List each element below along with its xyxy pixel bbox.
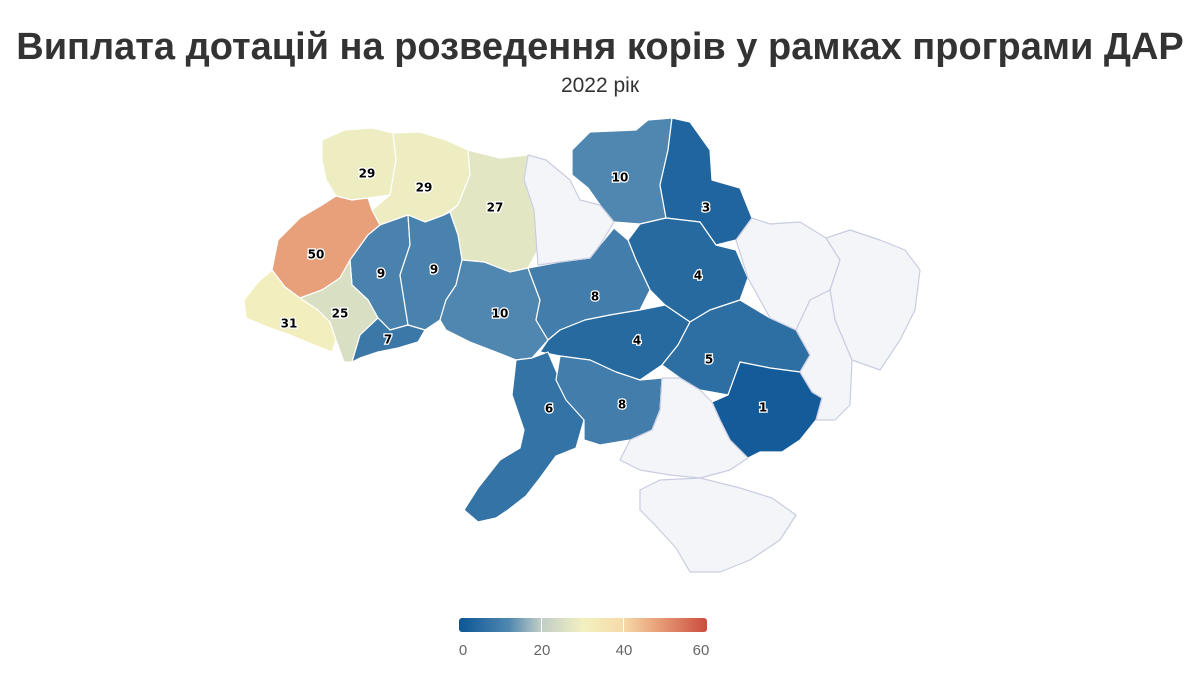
legend-label-0: 0 [458, 642, 468, 659]
region-label-kirovohrad: 4 [633, 334, 641, 348]
region-label-ternopil: 9 [377, 267, 385, 281]
region-kyiv [523, 154, 615, 266]
legend-color-bar [459, 618, 707, 632]
color-legend: 0 20 40 60 [459, 618, 709, 668]
region-label-volyn: 29 [359, 167, 376, 181]
legend-label-60: 60 [692, 642, 710, 659]
region-label-cherkasy: 8 [591, 290, 599, 304]
region-label-chernivtsi: 7 [384, 333, 392, 347]
region-label-rivne: 29 [416, 181, 433, 195]
region-ivano-frankivsk [299, 259, 379, 363]
region-label-mykolaiv: 8 [618, 398, 626, 412]
legend-label-20: 20 [533, 642, 551, 659]
region-label-chernihiv: 10 [612, 171, 629, 185]
region-chernivtsi [351, 317, 426, 363]
region-donetsk [795, 289, 853, 421]
region-zakarpattia [243, 269, 337, 353]
region-label-poltava: 4 [694, 269, 702, 283]
region-label-odesa: 6 [545, 402, 553, 416]
region-label-zakarpattia: 31 [281, 317, 298, 331]
region-label-zhytomyr: 27 [487, 201, 504, 215]
region-volyn [321, 127, 397, 201]
chart-title: Виплата дотацій на розведення корів у ра… [16, 26, 1184, 68]
chart-subtitle: 2022 рік [560, 74, 640, 97]
region-crimea [639, 477, 797, 573]
region-label-vinnytsia: 10 [492, 307, 509, 321]
region-label-dnipropetrovsk: 5 [705, 353, 713, 367]
region-label-zaporizhzhia: 1 [759, 401, 767, 415]
region-label-sumy: 3 [702, 201, 710, 215]
region-label-khmelnytskyi: 9 [430, 263, 438, 277]
region-kherson [619, 377, 749, 479]
region-label-lviv: 50 [308, 248, 325, 262]
region-label-ivano-frankivsk: 25 [332, 307, 349, 321]
legend-label-40: 40 [615, 642, 633, 659]
